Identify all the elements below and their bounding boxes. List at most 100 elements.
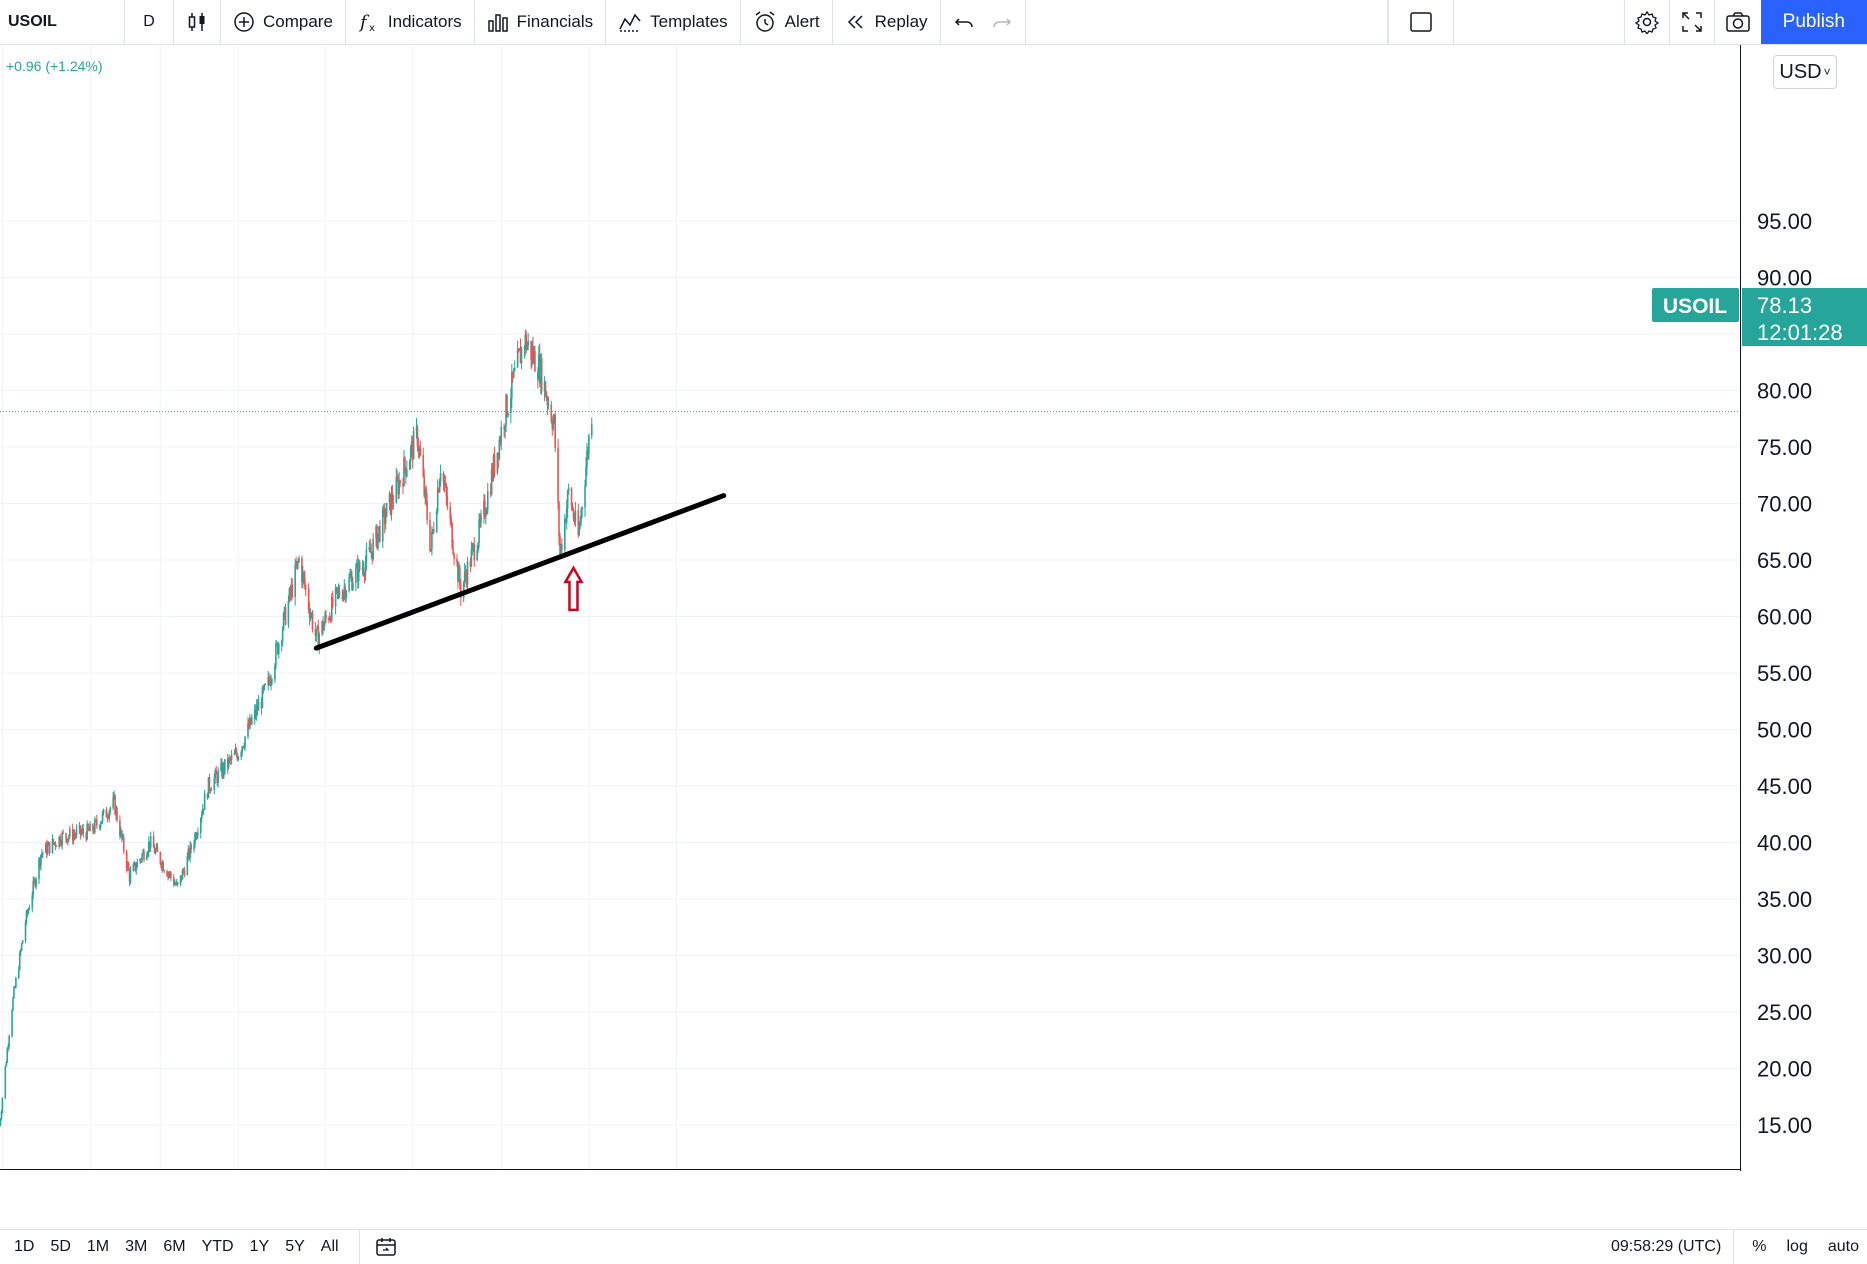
fullscreen-icon (1680, 10, 1704, 34)
utc-clock[interactable]: 09:58:29 (UTC) (1599, 1238, 1733, 1256)
financials-button[interactable]: Financials (475, 0, 607, 44)
chart-type-button[interactable] (174, 0, 221, 44)
templates-button[interactable]: Templates (606, 0, 740, 44)
range-1d[interactable]: 1D (6, 1238, 42, 1256)
y-tick-label: 50.00 (1757, 718, 1812, 743)
divider (359, 1230, 360, 1264)
range-6m[interactable]: 6M (155, 1238, 193, 1256)
y-tick-label: 75.00 (1757, 435, 1812, 460)
candle-down (541, 353, 543, 395)
candle-up (437, 479, 439, 514)
candle-down (473, 537, 475, 567)
candle-down (429, 512, 431, 552)
top-toolbar: USOIL D Compare f x Indicators F (0, 0, 1867, 45)
last-price-value: 78.13 (1757, 293, 1812, 318)
auto-toggle[interactable]: auto (1818, 1238, 1867, 1256)
range-3m[interactable]: 3M (117, 1238, 155, 1256)
candle-up (12, 997, 14, 1011)
candle-down (177, 882, 179, 887)
redo-icon[interactable] (991, 11, 1013, 33)
candle-up (517, 341, 519, 368)
candle-up (4, 1066, 6, 1099)
y-tick-label: 30.00 (1757, 944, 1812, 969)
candle-down (420, 441, 422, 457)
price-change-label: +0.96 (+1.24%) (6, 58, 103, 74)
y-tick-label: 70.00 (1757, 492, 1812, 517)
symbol-label: USOIL (8, 13, 57, 31)
candle-up (22, 940, 24, 944)
candle-down (554, 411, 556, 452)
candle-down (96, 815, 98, 829)
range-5y[interactable]: 5Y (277, 1238, 313, 1256)
settings-button[interactable] (1625, 0, 1670, 44)
symbol-tag-text: USOIL (1663, 295, 1727, 318)
svg-text:x: x (369, 23, 375, 33)
candle-up (591, 418, 593, 440)
percent-toggle[interactable]: % (1734, 1238, 1776, 1256)
price-chart[interactable]: 15.0020.0025.0030.0035.0040.0045.0050.00… (0, 45, 1867, 1171)
y-tick-label: 55.00 (1757, 661, 1812, 686)
plus-circle-icon (233, 11, 255, 33)
interval-button[interactable]: D (125, 0, 174, 44)
alert-button[interactable]: Alert (741, 0, 833, 44)
candle-down (49, 842, 51, 856)
alarm-clock-icon (753, 10, 777, 34)
trendline[interactable] (316, 496, 723, 649)
candle-down (557, 439, 559, 510)
currency-selector[interactable]: USD ˅ (1773, 55, 1837, 89)
symbol-search[interactable]: USOIL (0, 0, 125, 44)
range-ytd[interactable]: YTD (194, 1238, 242, 1256)
range-5d[interactable]: 5D (42, 1238, 78, 1256)
range-1m[interactable]: 1M (79, 1238, 117, 1256)
camera-icon (1725, 11, 1751, 33)
y-tick-label: 45.00 (1757, 774, 1812, 799)
function-icon: f x (358, 11, 380, 33)
publish-label: Publish (1783, 11, 1845, 33)
y-tick-label: 25.00 (1757, 1000, 1812, 1025)
indicators-button[interactable]: f x Indicators (346, 0, 475, 44)
candle-up (521, 346, 523, 369)
candle-down (379, 520, 381, 543)
candle-up (386, 503, 388, 518)
compare-button[interactable]: Compare (221, 0, 346, 44)
undo-icon[interactable] (953, 11, 975, 33)
alert-label: Alert (785, 12, 820, 32)
publish-button[interactable]: Publish (1761, 0, 1867, 44)
candle-up (11, 1009, 13, 1038)
y-tick-label: 65.00 (1757, 548, 1812, 573)
calendar-goto-icon[interactable] (374, 1236, 398, 1258)
y-tick-label: 80.00 (1757, 379, 1812, 404)
candle-up (372, 533, 374, 561)
bar-countdown: 12:01:28 (1757, 320, 1843, 345)
square-icon (1409, 11, 1433, 33)
replay-label: Replay (875, 12, 928, 32)
up-arrow-annotation[interactable] (565, 568, 581, 610)
fullscreen-button[interactable] (1670, 0, 1715, 44)
candle-up (278, 642, 280, 659)
log-toggle[interactable]: log (1777, 1238, 1818, 1256)
currency-label: USD (1779, 61, 1821, 84)
undo-redo-group (941, 0, 1026, 44)
candles-icon (186, 11, 208, 33)
y-tick-label: 90.00 (1757, 266, 1812, 291)
candle-up (29, 905, 31, 910)
y-tick-label: 95.00 (1757, 209, 1812, 234)
candle-down (123, 834, 125, 854)
financials-label: Financials (517, 12, 594, 32)
snapshot-button[interactable] (1715, 0, 1761, 44)
candle-down (305, 585, 307, 597)
candle-up (514, 360, 516, 371)
range-all[interactable]: All (313, 1238, 347, 1256)
compare-label: Compare (263, 12, 333, 32)
gear-icon (1635, 10, 1659, 34)
candle-up (251, 714, 253, 725)
range-1y[interactable]: 1Y (242, 1238, 278, 1256)
layout-button[interactable] (1388, 0, 1454, 44)
chevron-down-icon: ˅ (1824, 65, 1831, 79)
candle-up (487, 483, 489, 514)
candle-up (15, 977, 17, 989)
replay-button[interactable]: Replay (833, 0, 941, 44)
candle-up (2, 1097, 4, 1113)
